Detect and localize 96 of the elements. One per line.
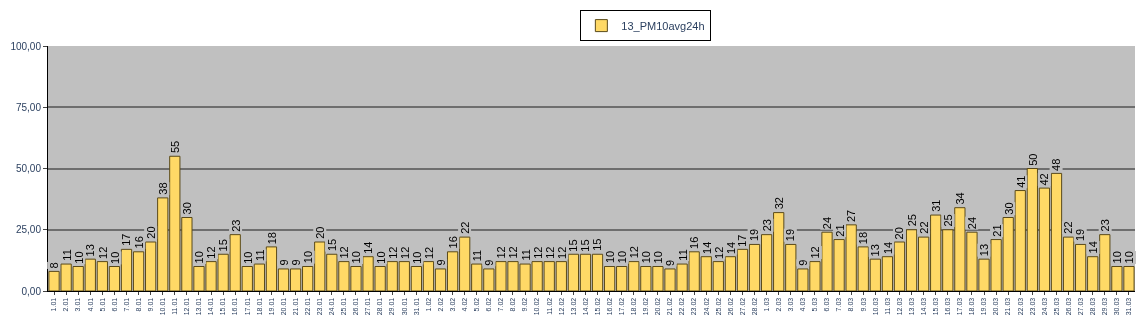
data-label: 15 — [591, 238, 604, 251]
data-label: 16 — [132, 236, 145, 249]
data-label: 23 — [1099, 219, 1112, 232]
legend-label: 13_PM10avg24h — [621, 19, 705, 32]
data-label: 12 — [205, 246, 218, 259]
data-label: 38 — [156, 182, 169, 195]
data-label: 9 — [664, 259, 677, 266]
data-label: 12 — [555, 246, 568, 259]
data-label: 10 — [374, 251, 387, 264]
data-label: 55 — [168, 140, 181, 154]
data-label: 12 — [809, 246, 822, 259]
data-label: 14 — [724, 241, 737, 255]
data-label: 10 — [640, 251, 653, 264]
data-label: 9 — [277, 259, 290, 266]
data-label: 12 — [338, 246, 351, 259]
data-label: 12 — [398, 246, 411, 259]
data-label: 12 — [386, 246, 399, 259]
data-label: 41 — [1014, 175, 1027, 188]
data-label: 15 — [216, 239, 229, 252]
y-tick-label: 75,00 — [15, 101, 42, 113]
data-label: 24 — [965, 216, 978, 230]
data-label: 22 — [458, 221, 471, 234]
data-label: 14 — [1087, 241, 1100, 254]
data-label: 15 — [325, 238, 338, 252]
data-label: 20 — [313, 226, 326, 239]
data-label: 9 — [796, 259, 809, 266]
data-label: 8 — [47, 262, 60, 269]
data-label: 19 — [1074, 228, 1087, 242]
data-label: 48 — [1050, 158, 1063, 171]
data-label: 9 — [482, 259, 495, 266]
data-label: 15 — [567, 239, 580, 252]
data-label: 11 — [60, 249, 73, 261]
data-label: 10 — [193, 251, 206, 264]
data-label: 11 — [253, 249, 266, 261]
data-label: 12 — [712, 246, 725, 259]
data-label: 12 — [495, 246, 508, 259]
data-label: 10 — [72, 251, 85, 264]
data-label: 10 — [1123, 251, 1136, 264]
data-label: 16 — [446, 236, 459, 249]
data-label: 10 — [302, 250, 315, 264]
data-label: 18 — [857, 231, 870, 245]
data-label: 10 — [616, 250, 629, 264]
data-label: 11 — [676, 249, 689, 261]
data-label: 9 — [289, 259, 302, 266]
data-label: 25 — [942, 214, 955, 227]
data-label: 17 — [120, 233, 133, 246]
data-label: 21 — [833, 224, 846, 237]
data-label: 30 — [1002, 202, 1015, 215]
data-label: 50 — [1026, 153, 1039, 166]
data-label: 32 — [773, 197, 786, 210]
data-label: 42 — [1038, 173, 1051, 186]
data-label: 10 — [1111, 251, 1124, 264]
data-label: 14 — [362, 241, 375, 254]
data-label: 20 — [144, 226, 157, 239]
data-label: 12 — [531, 246, 544, 259]
data-label: 14 — [881, 241, 894, 255]
data-label: 10 — [604, 250, 617, 264]
data-label: 12 — [507, 246, 520, 259]
data-label: 17 — [736, 234, 749, 247]
data-label: 27 — [845, 209, 858, 223]
data-label: 19 — [748, 228, 761, 241]
data-label: 12 — [422, 246, 435, 260]
data-label: 14 — [700, 241, 713, 254]
data-label: 34 — [954, 192, 967, 205]
data-label: 16 — [688, 236, 701, 249]
data-label: 25 — [905, 214, 918, 227]
data-label: 12 — [96, 246, 109, 259]
data-label: 31 — [929, 199, 942, 212]
data-label: 15 — [579, 239, 592, 252]
data-label: 22 — [917, 221, 930, 234]
data-label: 13 — [84, 244, 97, 257]
data-label: 10 — [350, 251, 363, 264]
data-label: 9 — [434, 259, 447, 266]
data-label: 12 — [543, 246, 556, 259]
data-label: 23 — [229, 219, 242, 232]
data-label: 22 — [1062, 221, 1075, 234]
data-label: 11 — [519, 249, 532, 261]
data-label: 30 — [181, 202, 194, 215]
data-label: 10 — [108, 251, 121, 264]
data-label: 10 — [652, 251, 665, 264]
data-label: 24 — [820, 216, 833, 230]
y-tick-label: 0,00 — [21, 285, 42, 297]
y-tick-label: 25,00 — [15, 224, 42, 236]
data-label: 10 — [410, 251, 423, 264]
y-tick-label: 100,00 — [10, 40, 42, 52]
data-label: 18 — [265, 232, 278, 245]
y-tick-label: 50,00 — [15, 163, 42, 174]
data-label: 21 — [990, 224, 1003, 237]
data-label: 12 — [628, 246, 641, 259]
data-label: 13 — [869, 244, 882, 257]
data-label: 11 — [471, 249, 484, 262]
data-label: 10 — [241, 251, 254, 264]
data-label: 19 — [784, 228, 797, 242]
data-label: 23 — [760, 219, 773, 232]
data-label: 13 — [977, 243, 990, 257]
data-label: 20 — [893, 227, 906, 240]
